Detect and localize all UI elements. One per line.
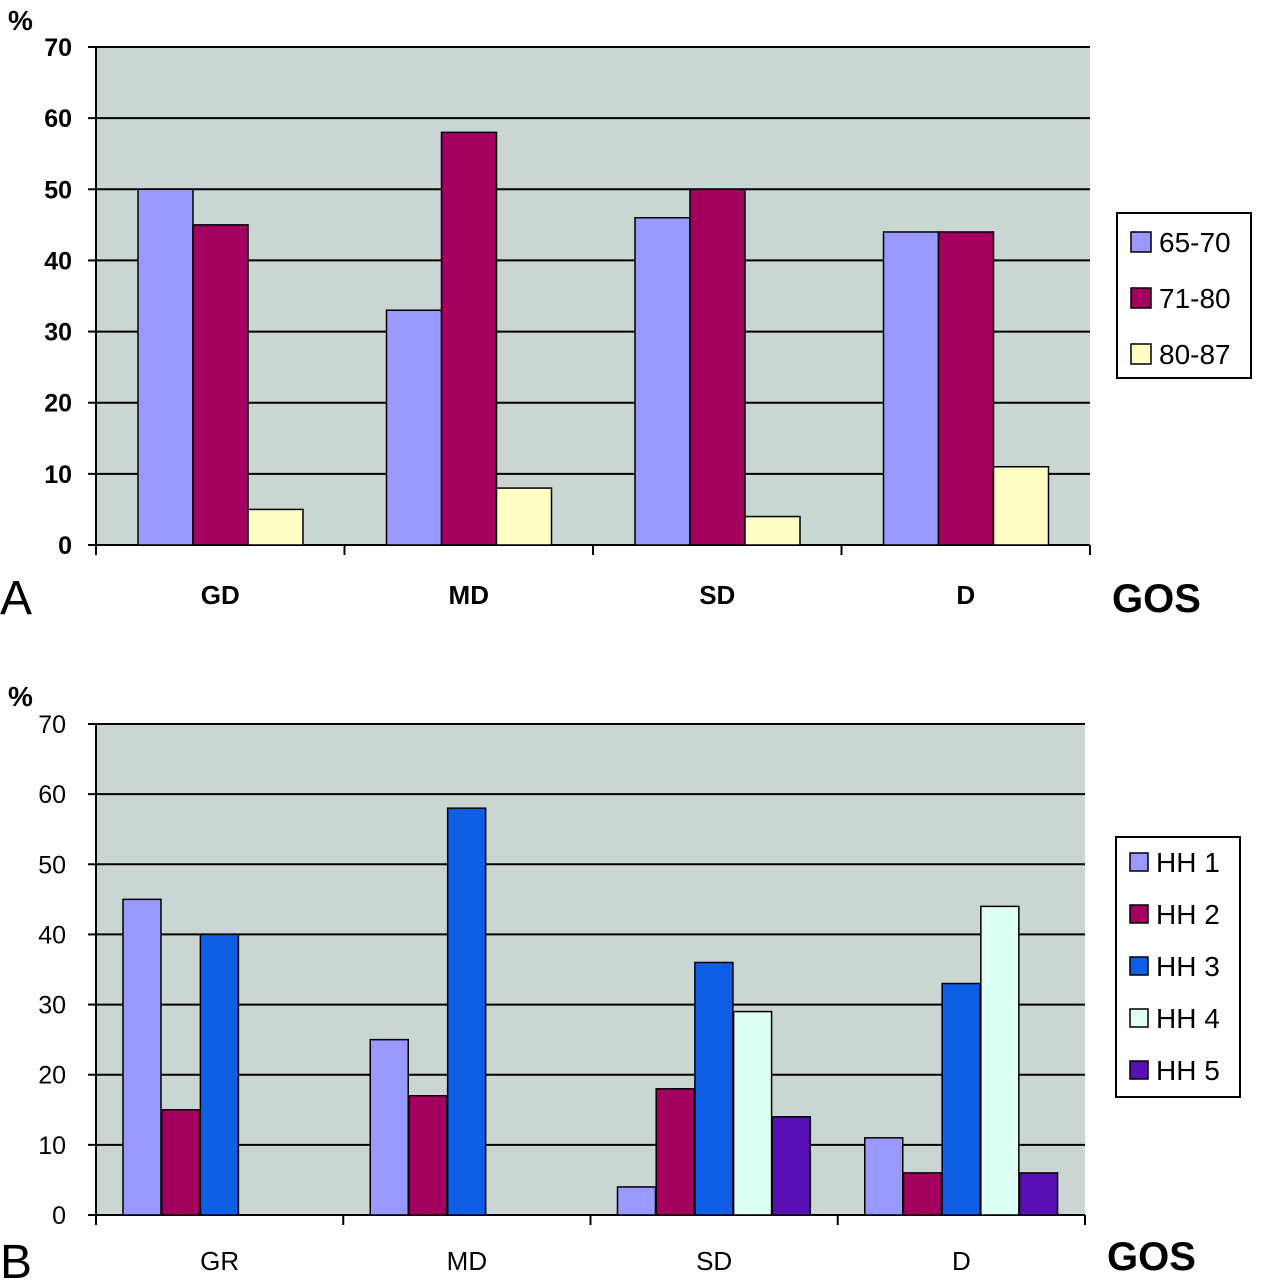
legend-swatch: [1129, 1060, 1149, 1080]
bar-hh3-gr: [199, 933, 240, 1216]
y-tick-label: 20: [44, 390, 72, 418]
y-tick-label: 10: [38, 1132, 66, 1160]
y-tick-label: 30: [38, 992, 66, 1020]
x-category-label: D: [956, 580, 975, 610]
legend-label: 65-70: [1159, 227, 1231, 258]
legend-swatch: [1129, 904, 1149, 924]
bar-71-80-d: [937, 231, 995, 546]
x-category-label: D: [952, 1246, 971, 1276]
legend-label: HH 4: [1156, 1003, 1220, 1034]
legend-label: 71-80: [1159, 283, 1231, 314]
bar-80-87-md: [495, 487, 553, 546]
chart-panel-a: 0 10 20 30 40 50 60 70 GD MD SD D% GOS A 65-70 71-80 80-…: [0, 5, 1252, 625]
bar-hh1-gr: [122, 898, 162, 1216]
legend-label: HH 2: [1156, 899, 1220, 930]
bar-hh5-sd: [771, 1116, 812, 1216]
legend-label: 80-87: [1159, 339, 1231, 370]
legend-swatch: [1130, 287, 1152, 309]
y-tick-label: 40: [44, 247, 72, 275]
y-axis-label: %: [8, 681, 33, 712]
legend: 65-70 71-80 80-87: [1116, 212, 1252, 379]
bar-hh3-d: [941, 982, 981, 1216]
bar-80-87-d: [992, 465, 1050, 546]
legend-swatch: [1129, 956, 1149, 976]
bar-80-87-sd: [744, 515, 801, 546]
bar-71-80-gd: [192, 224, 249, 546]
panel-label: B: [0, 1236, 32, 1280]
x-category-label: GD: [201, 580, 240, 610]
y-tick-label: 60: [38, 781, 66, 809]
x-category-label: SD: [696, 1246, 732, 1276]
bar-hh2-d: [902, 1172, 943, 1216]
y-tick-label: 60: [44, 105, 72, 133]
bar-hh1-d: [864, 1137, 904, 1216]
bar-71-80-sd: [689, 188, 746, 546]
y-tick-label: 70: [38, 711, 66, 739]
legend-label: HH 1: [1156, 847, 1220, 878]
y-tick-label: 0: [52, 1202, 66, 1230]
y-tick-label: 40: [38, 921, 66, 949]
x-axis-label: GOS: [1112, 577, 1201, 621]
x-category-label: MD: [449, 580, 489, 610]
bar-65-70-gd: [137, 188, 194, 546]
bar-hh1-sd: [616, 1186, 657, 1216]
bar-65-70-sd: [634, 216, 691, 546]
bar-65-70-d: [882, 231, 940, 546]
bar-hh2-md: [408, 1095, 448, 1216]
bar-hh4-d: [980, 905, 1020, 1216]
y-tick-label: 30: [44, 319, 72, 347]
legend-label: HH 3: [1156, 951, 1220, 982]
y-tick-label: 20: [38, 1062, 66, 1090]
y-tick-label: 10: [44, 461, 72, 489]
x-category-label: SD: [699, 580, 735, 610]
bar-hh2-gr: [160, 1109, 201, 1216]
legend-swatch: [1130, 231, 1152, 253]
bar-80-87-gd: [247, 508, 304, 546]
plot-area: [96, 724, 1085, 1215]
legend-swatch: [1129, 852, 1149, 872]
legend-label: HH 5: [1156, 1055, 1220, 1086]
bar-hh2-sd: [655, 1087, 695, 1216]
x-category-label: GR: [200, 1246, 239, 1276]
bar-hh4-sd: [732, 1010, 773, 1216]
y-tick-label: 50: [38, 851, 66, 879]
y-axis-label: %: [8, 5, 33, 36]
panel-label: A: [0, 572, 32, 625]
x-axis-label: GOS: [1107, 1235, 1196, 1279]
legend-swatch: [1130, 343, 1152, 365]
y-tick-label: 50: [44, 176, 72, 204]
y-tick-label: 0: [58, 532, 72, 560]
bar-65-70-md: [385, 309, 443, 546]
bar-hh3-sd: [694, 961, 734, 1216]
bar-hh3-md: [446, 807, 487, 1216]
bar-hh1-md: [369, 1038, 409, 1216]
legend-swatch: [1129, 1008, 1149, 1028]
legend: HH 1 HH 2 HH 3 HH 4 HH 5: [1115, 836, 1241, 1098]
y-tick-label: 70: [44, 34, 72, 62]
x-category-label: MD: [447, 1246, 487, 1276]
bar-71-80-md: [440, 131, 498, 546]
bar-hh5-d: [1018, 1172, 1059, 1216]
